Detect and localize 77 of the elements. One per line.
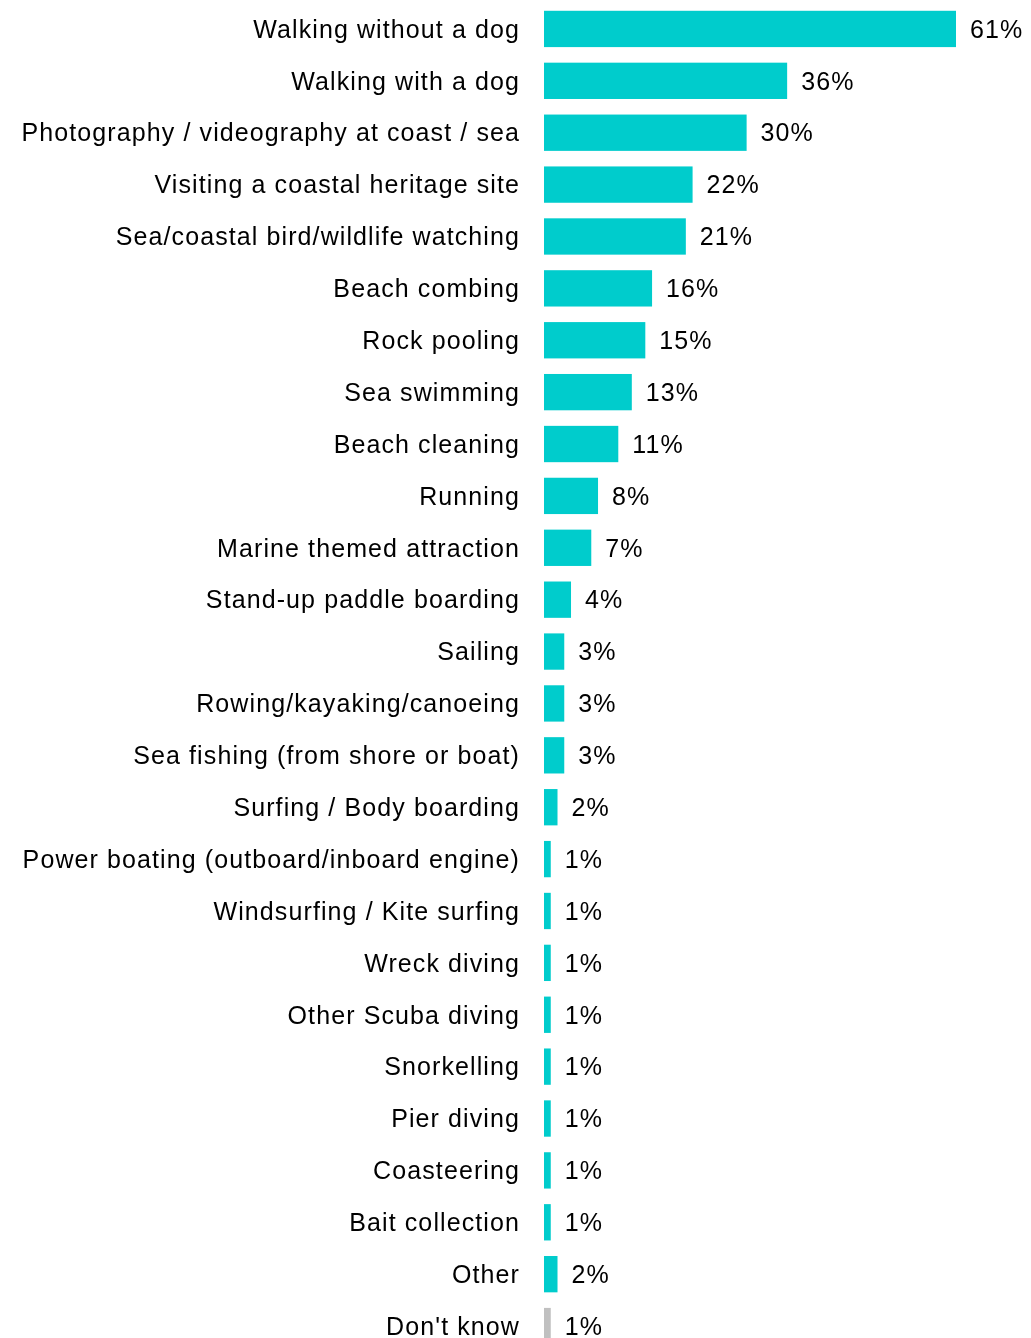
bar — [544, 529, 592, 566]
data-label: 8% — [612, 481, 651, 510]
bar — [544, 944, 551, 982]
data-label: 1% — [564, 1104, 604, 1133]
data-label: 1% — [564, 1000, 604, 1029]
data-label: 21% — [699, 222, 754, 251]
data-label: 11% — [632, 429, 684, 458]
bar — [544, 166, 693, 203]
data-label: 1% — [564, 1156, 604, 1185]
bar — [544, 10, 956, 48]
bar — [544, 425, 619, 463]
y-tick-label: Power boating (outboard/inboard engine) — [22, 844, 520, 873]
bar — [544, 270, 653, 307]
bar — [544, 477, 599, 515]
bar — [544, 633, 565, 670]
data-label: 3% — [578, 689, 617, 718]
bar — [544, 1204, 551, 1241]
data-label: 7% — [605, 533, 644, 562]
bar — [544, 840, 551, 878]
bar — [544, 789, 558, 826]
y-tick-label: Beach cleaning — [333, 429, 520, 458]
y-tick-label: Windsurfing / Kite surfing — [213, 896, 520, 925]
y-tick-label: Wreck diving — [364, 948, 520, 977]
data-label: 36% — [801, 66, 855, 95]
data-label: 1% — [564, 1208, 604, 1237]
data-label: 1% — [564, 948, 604, 977]
y-tick-label: Sea fishing (from shore or boat) — [133, 741, 520, 770]
y-tick-label: Surfing / Body boarding — [233, 792, 520, 821]
bar — [544, 581, 572, 618]
bar — [544, 373, 632, 411]
y-tick-label: Rock pooling — [362, 326, 520, 354]
data-label: 16% — [666, 274, 720, 303]
bar — [544, 1256, 558, 1293]
bar — [544, 996, 551, 1033]
y-tick-label: Bait collection — [349, 1208, 520, 1237]
y-tick-label: Sea/coastal bird/wildlife watching — [115, 222, 520, 251]
y-tick-label: Rowing/kayaking/canoeing — [196, 689, 520, 718]
bar — [544, 737, 565, 774]
data-label: 1% — [564, 1052, 604, 1081]
y-tick-label: Other — [451, 1259, 520, 1288]
bar — [544, 62, 788, 99]
bar — [544, 114, 747, 151]
bar — [544, 892, 551, 930]
data-label: 30% — [760, 118, 814, 147]
y-tick-label: Stand-up paddle boarding — [205, 585, 520, 614]
data-label: 22% — [706, 170, 760, 199]
data-label: 3% — [578, 637, 617, 666]
data-label: 3% — [578, 741, 617, 770]
y-tick-label: Walking without a dog — [253, 14, 520, 43]
data-label: 1% — [564, 1311, 604, 1338]
y-tick-label: Don't know — [386, 1311, 520, 1338]
data-label: 4% — [585, 585, 624, 614]
data-label: 2% — [571, 1259, 610, 1288]
y-tick-label: Sea swimming — [344, 377, 520, 406]
bar — [544, 1100, 551, 1137]
bar — [544, 322, 646, 359]
data-label: 1% — [564, 844, 604, 873]
bar — [544, 1048, 551, 1085]
data-label: 1% — [564, 896, 604, 925]
y-tick-label: Walking with a dog — [291, 66, 520, 95]
y-tick-label: Snorkelling — [384, 1052, 520, 1081]
data-label: 15% — [659, 326, 713, 354]
bar — [544, 1152, 551, 1189]
y-tick-label: Other Scuba diving — [287, 1000, 520, 1029]
y-tick-label: Photography / videography at coast / sea — [21, 118, 520, 147]
y-tick-label: Beach combing — [333, 274, 520, 303]
y-tick-label: Coasteering — [373, 1156, 520, 1185]
y-tick-label: Marine themed attraction — [217, 533, 520, 562]
bar — [544, 685, 565, 722]
data-label: 2% — [571, 792, 610, 821]
y-tick-label: Pier diving — [391, 1104, 520, 1133]
y-tick-label: Running — [419, 481, 520, 510]
y-tick-label: Visiting a coastal heritage site — [154, 170, 520, 199]
bar — [544, 218, 686, 255]
data-label: 61% — [970, 14, 1024, 43]
data-label: 13% — [645, 377, 700, 406]
y-tick-label: Sailing — [437, 637, 520, 666]
